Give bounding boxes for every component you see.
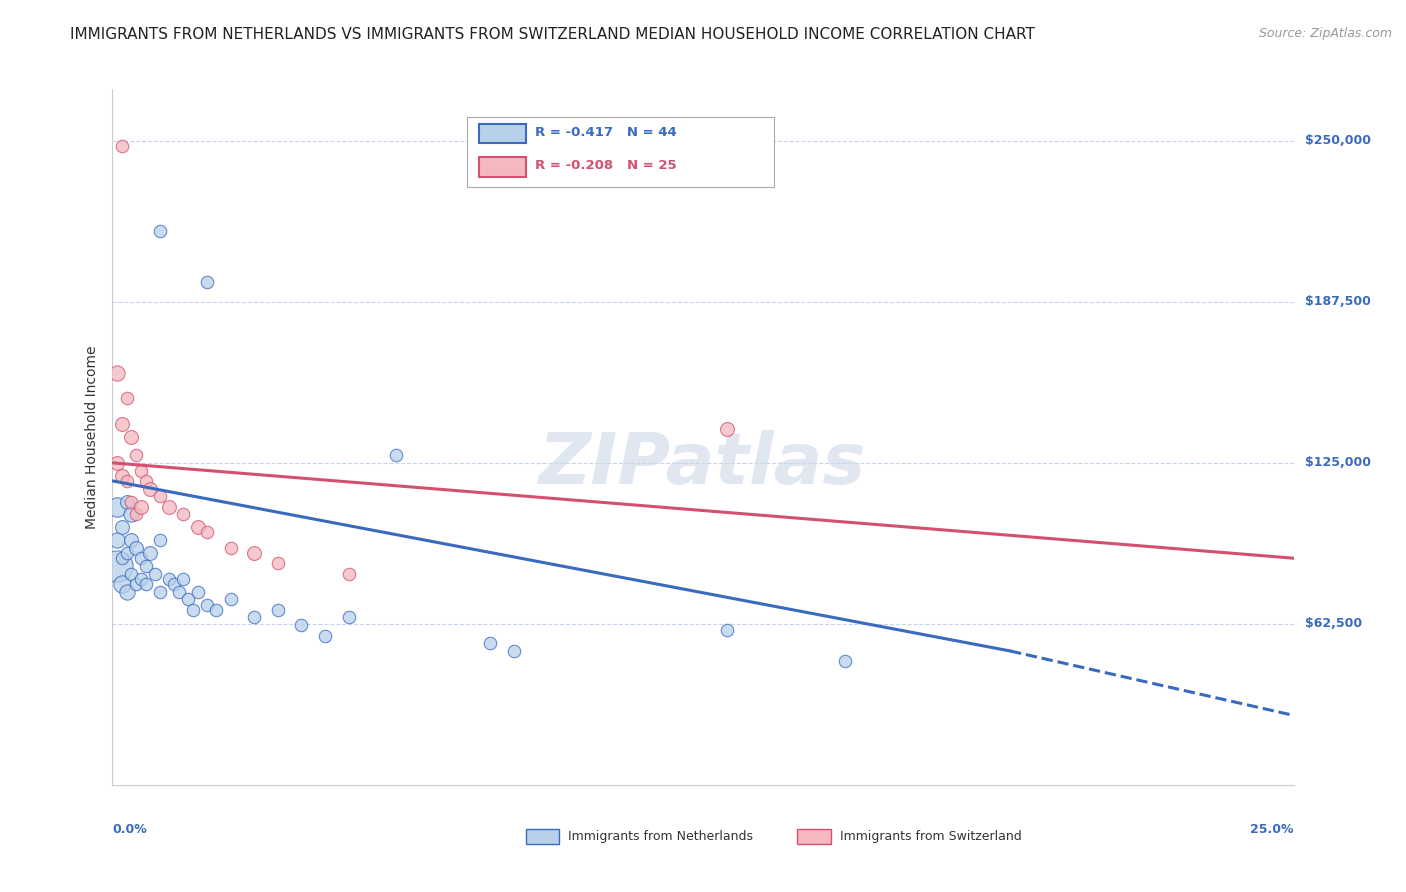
Bar [478,124,526,144]
Point [129,551,152,566]
Text: Immigrants from Netherlands: Immigrants from Netherlands [568,830,754,843]
Text: R = -0.417   N = 44: R = -0.417 N = 44 [536,126,678,139]
Point [111,468,134,483]
Point [135,577,157,591]
Point [105,366,128,380]
Text: 25.0%: 25.0% [1250,823,1294,836]
Point [125,541,148,555]
Point [111,417,134,432]
Point [290,618,312,632]
Point [219,541,242,555]
Point [105,456,128,470]
Text: 0.0%: 0.0% [112,823,148,836]
Text: Immigrants from Switzerland: Immigrants from Switzerland [839,830,1022,843]
Point [195,598,218,612]
Point [105,533,128,548]
Point [111,551,134,566]
Bar [526,829,560,844]
Point [135,558,157,573]
Point [120,508,142,522]
Text: $62,500: $62,500 [1305,617,1362,631]
Point [195,525,218,540]
Bar [478,157,526,177]
Point [105,500,128,514]
Point [172,508,194,522]
Point [129,500,152,514]
Point [115,546,138,560]
Point [125,448,148,462]
Point [195,276,218,290]
Point [120,494,142,508]
Point [143,566,166,581]
Text: ZIPatlas: ZIPatlas [540,431,866,500]
Text: Source: ZipAtlas.com: Source: ZipAtlas.com [1258,27,1392,40]
Point [111,577,134,591]
Text: R = -0.208   N = 25: R = -0.208 N = 25 [536,160,676,172]
Point [105,558,128,573]
Point [337,566,360,581]
Point [385,448,408,462]
Point [115,494,138,508]
Point [167,584,190,599]
Point [111,520,134,534]
Point [149,533,172,548]
Point [177,592,200,607]
Point [111,139,134,153]
Point [716,624,738,638]
Point [139,482,162,496]
Point [129,464,152,478]
Point [716,422,738,436]
Point [267,557,290,571]
Point [181,603,204,617]
Point [157,572,180,586]
Point [125,508,148,522]
Point [120,533,142,548]
FancyBboxPatch shape [467,117,773,186]
Text: $187,500: $187,500 [1305,295,1371,309]
Point [172,572,194,586]
Point [205,603,228,617]
Point [186,584,208,599]
Point [120,430,142,444]
Point [314,628,336,642]
Point [149,224,172,238]
Y-axis label: Median Household Income: Median Household Income [84,345,98,529]
Point [115,392,138,406]
Point [163,577,186,591]
Point [149,584,172,599]
Point [219,592,242,607]
Point [139,546,162,560]
Point [243,546,266,560]
Point [149,489,172,503]
Point [115,584,138,599]
Point [135,474,157,488]
Point [115,474,138,488]
Point [503,644,526,658]
Bar [797,829,831,844]
Point [479,636,502,650]
Point [243,610,266,624]
Point [120,566,142,581]
Point [129,572,152,586]
Text: IMMIGRANTS FROM NETHERLANDS VS IMMIGRANTS FROM SWITZERLAND MEDIAN HOUSEHOLD INCO: IMMIGRANTS FROM NETHERLANDS VS IMMIGRANT… [70,27,1035,42]
Point [125,577,148,591]
Point [157,500,180,514]
Point [267,603,290,617]
Point [834,654,856,668]
Text: $250,000: $250,000 [1305,134,1371,147]
Point [186,520,208,534]
Point [337,610,360,624]
Text: $125,000: $125,000 [1305,457,1371,469]
